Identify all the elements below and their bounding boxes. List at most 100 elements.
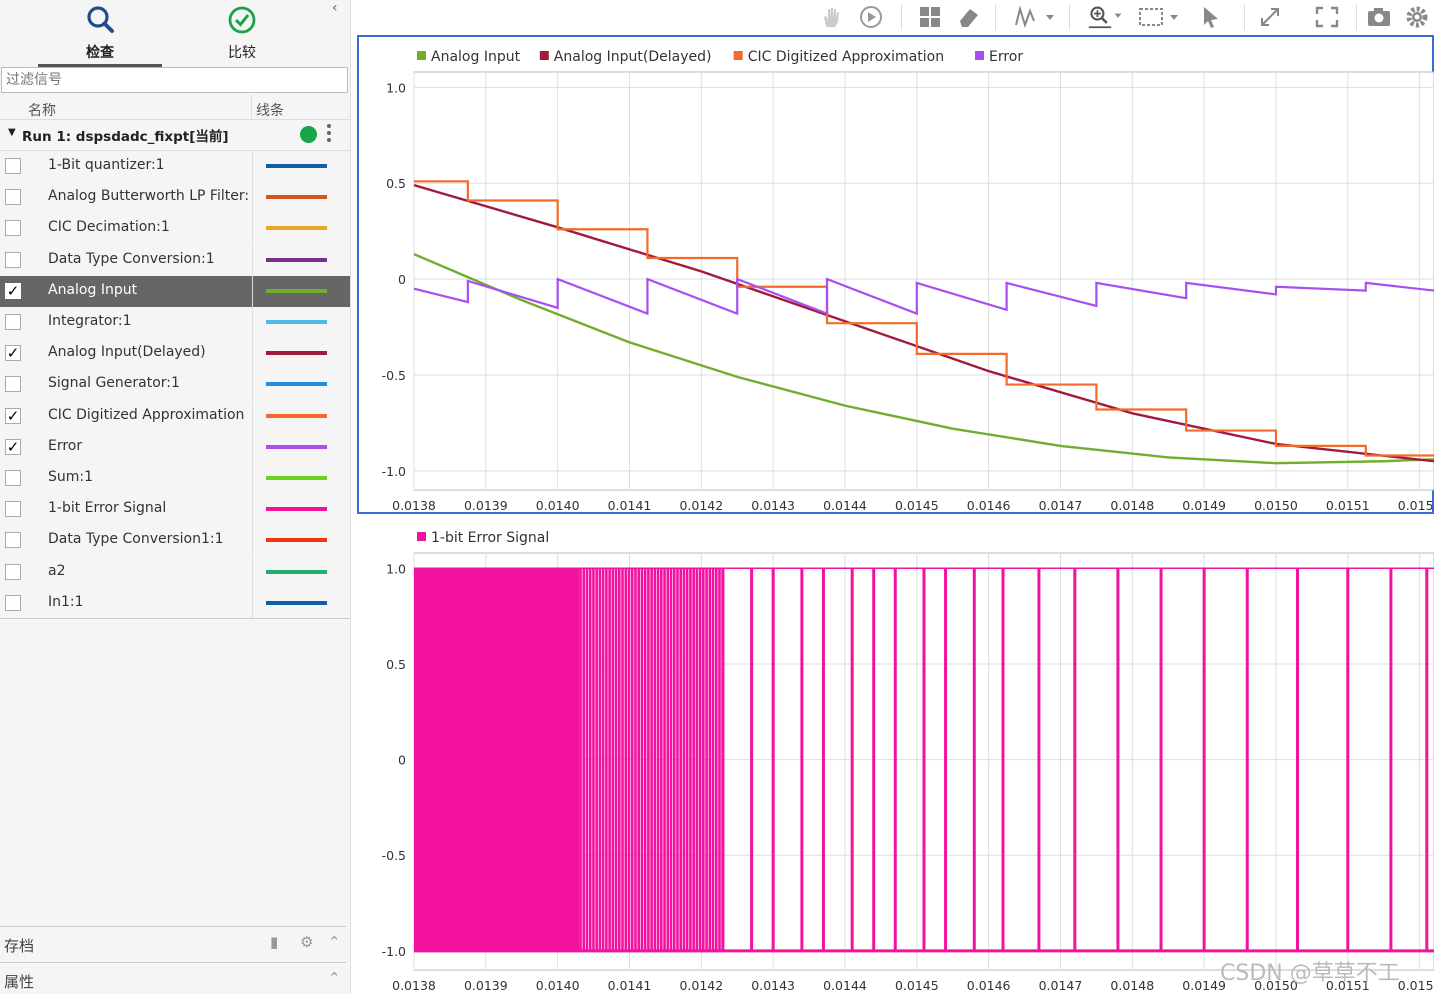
pulse-mark (944, 568, 948, 951)
trash-icon[interactable]: ▮ (270, 933, 279, 951)
legend-swatch (975, 51, 984, 60)
signal-checkbox[interactable] (5, 220, 21, 237)
signal-row[interactable]: 1-bit Error Signal (0, 494, 351, 526)
signal-row[interactable]: Signal Generator:1 (0, 369, 351, 401)
pulse-mark (666, 568, 670, 951)
signal-name: Integrator:1 (48, 313, 132, 329)
signal-row[interactable]: ✓ Analog Input (0, 275, 351, 307)
gear-icon[interactable]: ⚙ (300, 933, 314, 951)
signal-row[interactable]: ✓ Error (0, 431, 351, 463)
pulse-mark (714, 568, 718, 951)
tab-compare-label: 比较 (228, 45, 256, 61)
pulse-mark (653, 568, 657, 951)
run-status-icon (300, 126, 317, 143)
tab-inspect[interactable]: 检查 (38, 0, 162, 67)
line-style-cell[interactable] (252, 369, 351, 401)
settings-icon[interactable] (1404, 5, 1430, 29)
camera-icon[interactable] (1366, 5, 1392, 29)
cursor-icon[interactable] (1198, 5, 1224, 29)
legend-label: CIC Digitized Approximation (748, 49, 944, 65)
tab-inspect-label: 检查 (86, 45, 114, 61)
line-style-cell[interactable] (252, 494, 351, 526)
toolbar-separator (1069, 4, 1070, 30)
signal-row[interactable]: 1-Bit quantizer:1 (0, 151, 350, 182)
column-name-header[interactable]: 名称 (28, 103, 56, 119)
more-options-icon[interactable] (326, 124, 332, 145)
legend-label: Analog Input(Delayed) (554, 49, 712, 65)
line-style-cell[interactable] (252, 151, 351, 182)
signal-row[interactable]: CIC Decimation:1 (0, 213, 351, 245)
signal-row[interactable]: Integrator:1 (0, 307, 350, 338)
signal-checkbox[interactable]: ✓ (5, 344, 21, 363)
signal-checkbox[interactable] (5, 470, 21, 486)
signal-row[interactable]: ✓ CIC Digitized Approximation (0, 400, 351, 432)
signal-checkbox[interactable] (5, 189, 21, 206)
line-style-cell[interactable] (252, 400, 351, 432)
line-style-cell[interactable] (252, 431, 351, 463)
line-style-cell[interactable] (252, 463, 351, 494)
pan-icon[interactable] (818, 5, 844, 29)
upper-plot[interactable]: Analog Input Analog Input(Delayed) CIC Dig… (357, 35, 1434, 514)
signal-checkbox[interactable]: ✓ (5, 437, 21, 456)
line-color-swatch (266, 351, 327, 356)
x-tick-label: 0.0139 (464, 498, 508, 513)
pulse-mark (627, 568, 631, 951)
zoom-icon[interactable] (1086, 5, 1126, 29)
expand-triangle-icon[interactable]: ▼ (8, 127, 16, 138)
signal-row[interactable]: Data Type Conversion1:1 (0, 525, 351, 557)
signal-row[interactable]: Sum:1 (0, 463, 350, 494)
line-style-cell[interactable] (252, 587, 351, 619)
run-row[interactable]: ▼ Run 1: dspsdadc_fixpt[当前] (0, 120, 350, 151)
signal-checkbox[interactable] (5, 501, 21, 518)
line-style-cell[interactable] (252, 182, 351, 214)
fit-icon[interactable] (1258, 5, 1284, 29)
signal-row[interactable]: ✓ Analog Input(Delayed) (0, 338, 351, 370)
signal-checkbox[interactable] (5, 251, 21, 268)
signal-row[interactable]: Data Type Conversion:1 (0, 244, 351, 276)
eraser-icon[interactable] (956, 5, 982, 29)
archive-section[interactable]: 存档 ▮ ⚙ ⌃ (0, 926, 346, 961)
signal-checkbox[interactable] (5, 532, 21, 549)
line-style-cell[interactable] (252, 244, 351, 276)
signal-checkbox[interactable] (5, 563, 21, 580)
signal-table-header: 名称 线条 (0, 95, 350, 120)
x-tick-label: 0.0138 (392, 498, 436, 513)
x-tick-label: 0.0144 (823, 498, 867, 513)
signal-row[interactable]: Analog Butterworth LP Filter:1 (0, 182, 351, 214)
play-icon[interactable] (858, 5, 884, 29)
line-color-swatch (266, 257, 327, 262)
signal-checkbox[interactable] (5, 314, 21, 330)
signal-checkbox[interactable] (5, 594, 21, 611)
toolbar-separator (1244, 4, 1245, 30)
line-style-cell[interactable] (252, 307, 351, 338)
filter-signals-input[interactable] (1, 67, 348, 93)
properties-section[interactable]: 属性 ⌃ (0, 962, 346, 997)
signal-checkbox[interactable] (5, 158, 21, 174)
chevron-up-icon[interactable]: ⌃ (328, 969, 341, 987)
signal-row[interactable]: a2 (0, 556, 351, 588)
signal-row[interactable]: In1:1 (0, 587, 351, 619)
line-style-cell[interactable] (252, 338, 351, 370)
pulse-mark (1073, 568, 1077, 951)
datatip-icon[interactable] (1138, 5, 1182, 29)
line-style-cell[interactable] (252, 275, 351, 307)
signal-icon[interactable] (1014, 5, 1058, 29)
signal-checkbox[interactable]: ✓ (5, 281, 21, 300)
layout-icon[interactable] (918, 5, 944, 29)
signal-checkbox[interactable] (5, 376, 21, 393)
column-line-header[interactable]: 线条 (256, 103, 284, 119)
tab-compare[interactable]: 比较 (180, 0, 304, 66)
line-style-cell[interactable] (252, 556, 351, 588)
pulse-mark (637, 568, 640, 951)
series-line (414, 180, 1434, 457)
lower-plot[interactable]: 1-bit Error Signal 0.0138 0.0139 0.0140 0.01… (357, 516, 1434, 994)
series-line (413, 277, 1434, 316)
signal-checkbox[interactable]: ✓ (5, 406, 21, 425)
y-tick-label: 1.0 (386, 561, 406, 576)
signal-name: Signal Generator:1 (48, 375, 180, 392)
line-style-cell[interactable] (252, 213, 351, 245)
fullscreen-icon[interactable] (1314, 5, 1340, 29)
line-style-cell[interactable] (252, 525, 351, 557)
chevron-up-icon[interactable]: ⌃ (328, 933, 341, 951)
collapse-panel-icon[interactable]: ‹ (332, 0, 338, 16)
